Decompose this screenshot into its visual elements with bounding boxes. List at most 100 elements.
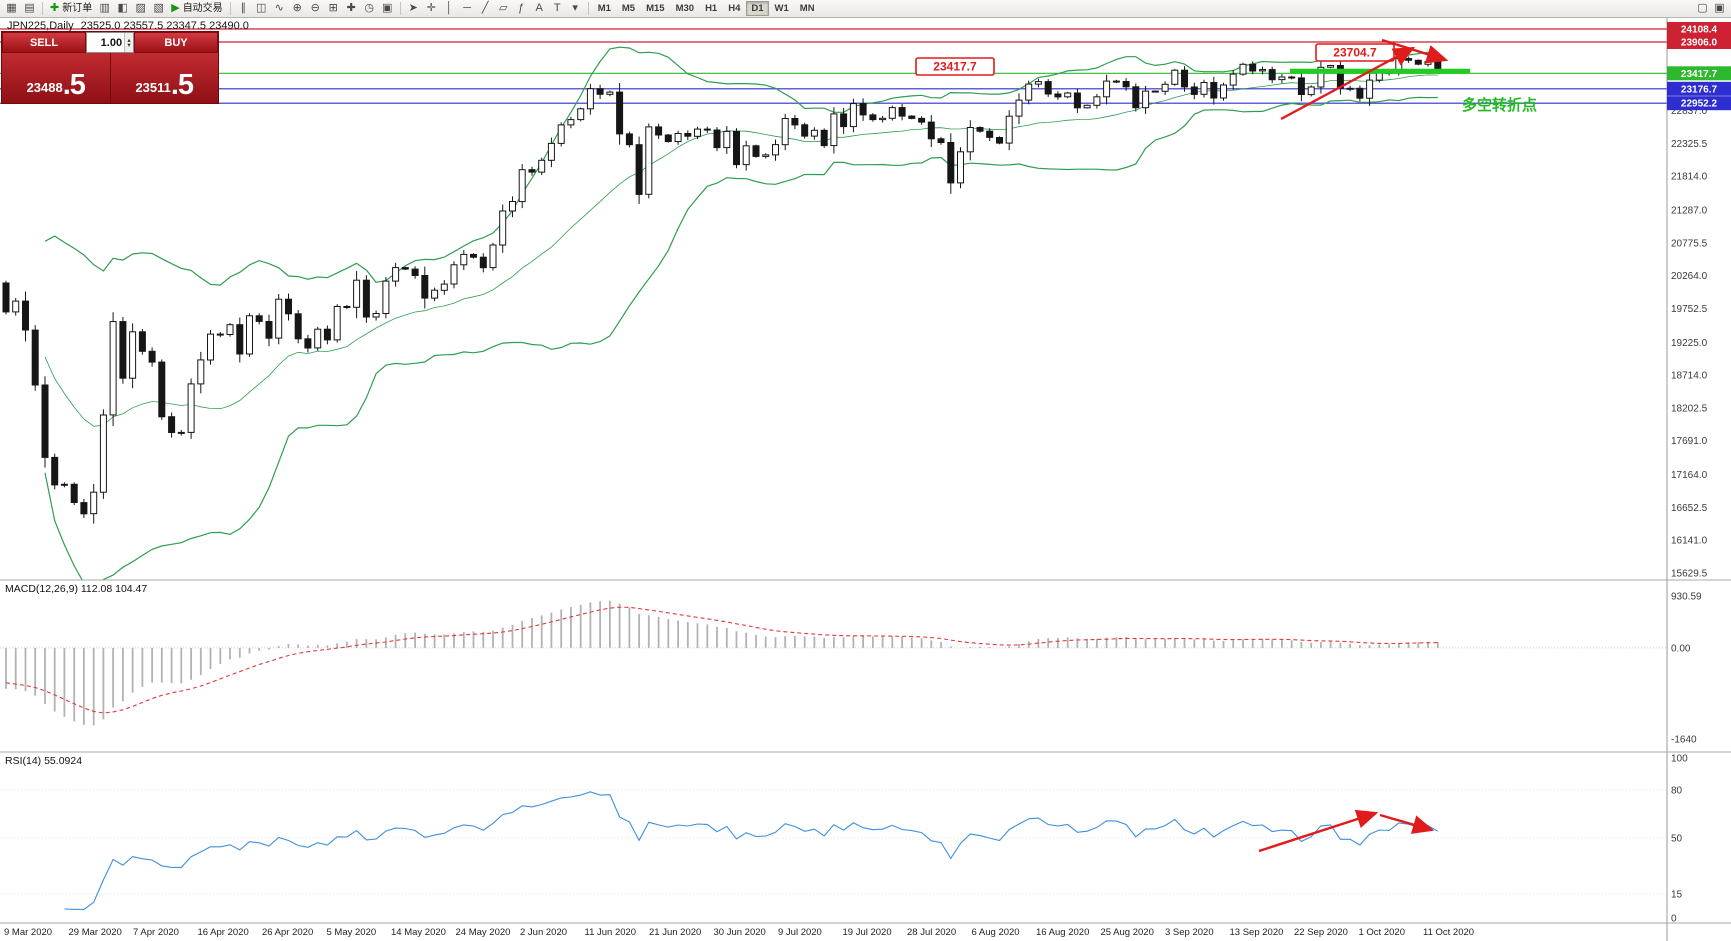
candle[interactable] xyxy=(1307,85,1315,97)
label-button[interactable]: T xyxy=(549,1,566,17)
candle[interactable] xyxy=(723,126,731,154)
candle[interactable] xyxy=(859,98,867,121)
candle[interactable] xyxy=(849,98,857,133)
candle[interactable] xyxy=(703,126,711,133)
candle[interactable] xyxy=(635,136,643,204)
candle[interactable] xyxy=(392,262,400,287)
candle[interactable] xyxy=(207,330,214,365)
candle-chart-button[interactable]: ◫ xyxy=(253,1,270,17)
candle[interactable] xyxy=(1083,104,1091,109)
candle[interactable] xyxy=(90,483,98,524)
candle[interactable] xyxy=(450,261,458,289)
candle[interactable] xyxy=(509,196,516,218)
candle[interactable] xyxy=(820,128,828,148)
candle[interactable] xyxy=(840,107,848,134)
candle[interactable] xyxy=(1297,72,1305,102)
candle[interactable] xyxy=(431,287,439,302)
cursor-button[interactable]: ➤ xyxy=(405,1,422,17)
candle[interactable] xyxy=(372,310,380,321)
candle[interactable] xyxy=(479,253,487,273)
candle[interactable] xyxy=(411,266,419,279)
candle[interactable] xyxy=(986,128,994,141)
trend-arrow[interactable] xyxy=(1379,813,1435,834)
candle[interactable] xyxy=(1142,85,1150,114)
candle[interactable] xyxy=(752,144,760,158)
tile-windows-button[interactable]: ⊞ xyxy=(325,1,342,17)
candle[interactable] xyxy=(791,114,799,130)
candle[interactable] xyxy=(41,376,49,468)
candle[interactable] xyxy=(216,332,224,338)
candle[interactable] xyxy=(1220,82,1227,101)
sell-price[interactable]: 23488 .5 xyxy=(2,53,111,103)
zoom-out-button[interactable]: ⊖ xyxy=(307,1,324,17)
candle[interactable] xyxy=(772,139,779,161)
candle[interactable] xyxy=(1190,82,1198,100)
candle[interactable] xyxy=(246,313,253,357)
templates-button[interactable]: ▣ xyxy=(379,1,396,17)
candle[interactable] xyxy=(888,105,896,121)
candle[interactable] xyxy=(168,412,176,438)
window-button[interactable]: ▢ xyxy=(1694,1,1711,17)
zoom-in-button[interactable]: ⊕ xyxy=(289,1,306,17)
tf-m15-button[interactable]: M15 xyxy=(646,3,665,14)
candle[interactable] xyxy=(1327,64,1335,69)
candle[interactable] xyxy=(421,266,429,309)
candle[interactable] xyxy=(22,291,29,342)
candle[interactable] xyxy=(158,359,166,420)
candle[interactable] xyxy=(801,122,809,139)
new-chart-button[interactable]: ▦ xyxy=(3,1,20,17)
candle[interactable] xyxy=(1229,70,1237,90)
volume-up-icon[interactable]: ▴ xyxy=(127,36,131,44)
tf-mn-button[interactable]: MN xyxy=(799,3,815,14)
candle[interactable] xyxy=(1034,78,1042,88)
candle[interactable] xyxy=(1356,85,1364,102)
candle[interactable] xyxy=(294,310,302,344)
candle[interactable] xyxy=(684,130,692,140)
data-window-button[interactable]: ◧ xyxy=(114,1,131,17)
candle[interactable] xyxy=(1054,91,1062,100)
candle[interactable] xyxy=(1015,93,1023,125)
candle[interactable] xyxy=(440,280,448,295)
candle[interactable] xyxy=(1103,74,1111,105)
candle[interactable] xyxy=(1122,78,1130,91)
candle[interactable] xyxy=(470,253,477,259)
candle[interactable] xyxy=(655,123,663,139)
trend-arrow[interactable] xyxy=(1381,38,1449,64)
indicators-button[interactable]: ✚ xyxy=(343,1,360,17)
buy-button[interactable]: BUY xyxy=(134,32,218,53)
price-annotation-box[interactable]: 23417.7 xyxy=(915,57,995,76)
candle[interactable] xyxy=(947,133,955,194)
candle[interactable] xyxy=(333,304,341,343)
candle[interactable] xyxy=(996,136,1003,145)
candle[interactable] xyxy=(2,280,10,315)
candle[interactable] xyxy=(645,123,653,199)
new-order-button[interactable]: ✚ 新订单 xyxy=(47,1,95,17)
trendline-button[interactable]: ╱ xyxy=(477,1,494,17)
candle[interactable] xyxy=(362,275,370,323)
line-chart-button[interactable]: ∿ xyxy=(271,1,288,17)
candle[interactable] xyxy=(343,304,351,310)
fibo-button[interactable]: ƒ xyxy=(513,1,530,17)
candle[interactable] xyxy=(616,83,624,145)
candle[interactable] xyxy=(1151,90,1159,93)
candle[interactable] xyxy=(528,166,536,176)
candle[interactable] xyxy=(1093,93,1101,109)
candle[interactable] xyxy=(927,115,935,148)
candle[interactable] xyxy=(226,323,234,337)
trend-arrow[interactable] xyxy=(1258,809,1379,853)
candle[interactable] xyxy=(957,147,964,189)
candle[interactable] xyxy=(1112,79,1120,84)
candle[interactable] xyxy=(148,347,156,367)
candle[interactable] xyxy=(1181,66,1188,92)
candle[interactable] xyxy=(255,313,263,325)
candle[interactable] xyxy=(1317,61,1325,94)
tf-d1-button[interactable]: D1 xyxy=(746,1,769,16)
tf-m5-button[interactable]: M5 xyxy=(621,3,636,14)
candle[interactable] xyxy=(577,107,585,122)
candle[interactable] xyxy=(489,242,497,271)
candle[interactable] xyxy=(353,270,361,319)
candle[interactable] xyxy=(1161,81,1169,95)
candle[interactable] xyxy=(1249,61,1257,75)
tf-m30-button[interactable]: M30 xyxy=(675,3,695,14)
candle[interactable] xyxy=(1064,91,1072,99)
